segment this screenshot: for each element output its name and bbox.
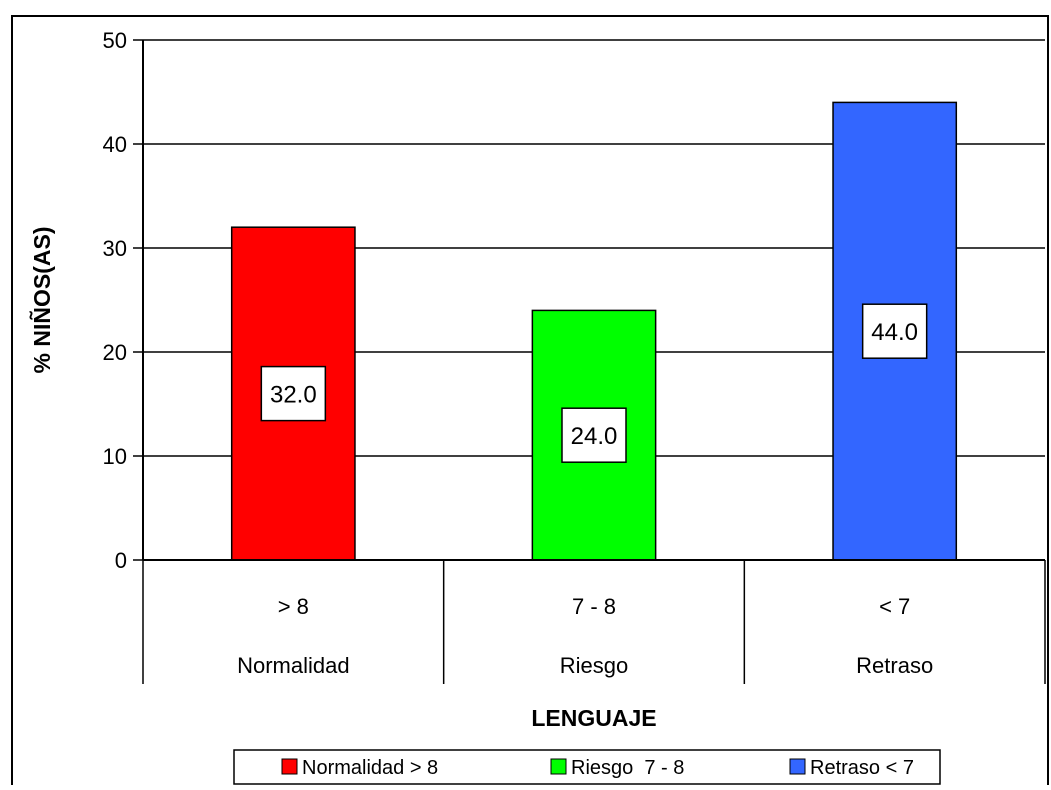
legend-label: Riesgo 7 - 8 — [571, 757, 684, 779]
data-label-box — [260, 365, 327, 422]
bars — [230, 101, 958, 561]
data-label: 44.0 — [871, 319, 918, 346]
y-axis-title: % NIÑOS(AS) — [28, 227, 55, 374]
y-tick-label: 50 — [103, 28, 127, 53]
x-tick-label: < 7 — [879, 594, 910, 619]
y-tick-label: 20 — [103, 340, 127, 365]
data-label: 32.0 — [270, 382, 317, 409]
legend-swatch — [789, 758, 806, 775]
y-tick-label: 40 — [103, 132, 127, 157]
data-labels: 32.0 24.0 44.0 — [260, 303, 928, 463]
legend-label: Retraso < 7 — [810, 757, 914, 779]
data-label: 24.0 — [571, 423, 618, 450]
y-tick-label: 10 — [103, 444, 127, 469]
y-tick-label: 0 — [115, 548, 127, 573]
x-axis-categories: > 8 Normalidad 7 - 8 Riesgo < 7 Retraso — [142, 560, 1046, 684]
y-tick-label: 30 — [103, 236, 127, 261]
x-tick-label: 7 - 8 — [572, 594, 616, 619]
x-axis-title: LENGUAJE — [531, 705, 656, 731]
x-group-label: Retraso — [856, 653, 933, 678]
x-group-label: Normalidad — [237, 653, 350, 678]
legend-swatch — [550, 758, 567, 775]
x-tick-label: > 8 — [278, 594, 309, 619]
data-label-box — [861, 303, 928, 359]
legend: Normalidad > 8 Riesgo 7 - 8 Retraso < 7 — [233, 749, 941, 785]
data-label-box — [561, 407, 627, 463]
legend-box — [233, 749, 941, 785]
y-axis-ticks: 0 10 20 30 40 50 — [103, 28, 143, 573]
legend-label: Normalidad > 8 — [302, 757, 438, 779]
legend-swatch — [281, 758, 298, 775]
x-group-label: Riesgo — [560, 653, 628, 678]
